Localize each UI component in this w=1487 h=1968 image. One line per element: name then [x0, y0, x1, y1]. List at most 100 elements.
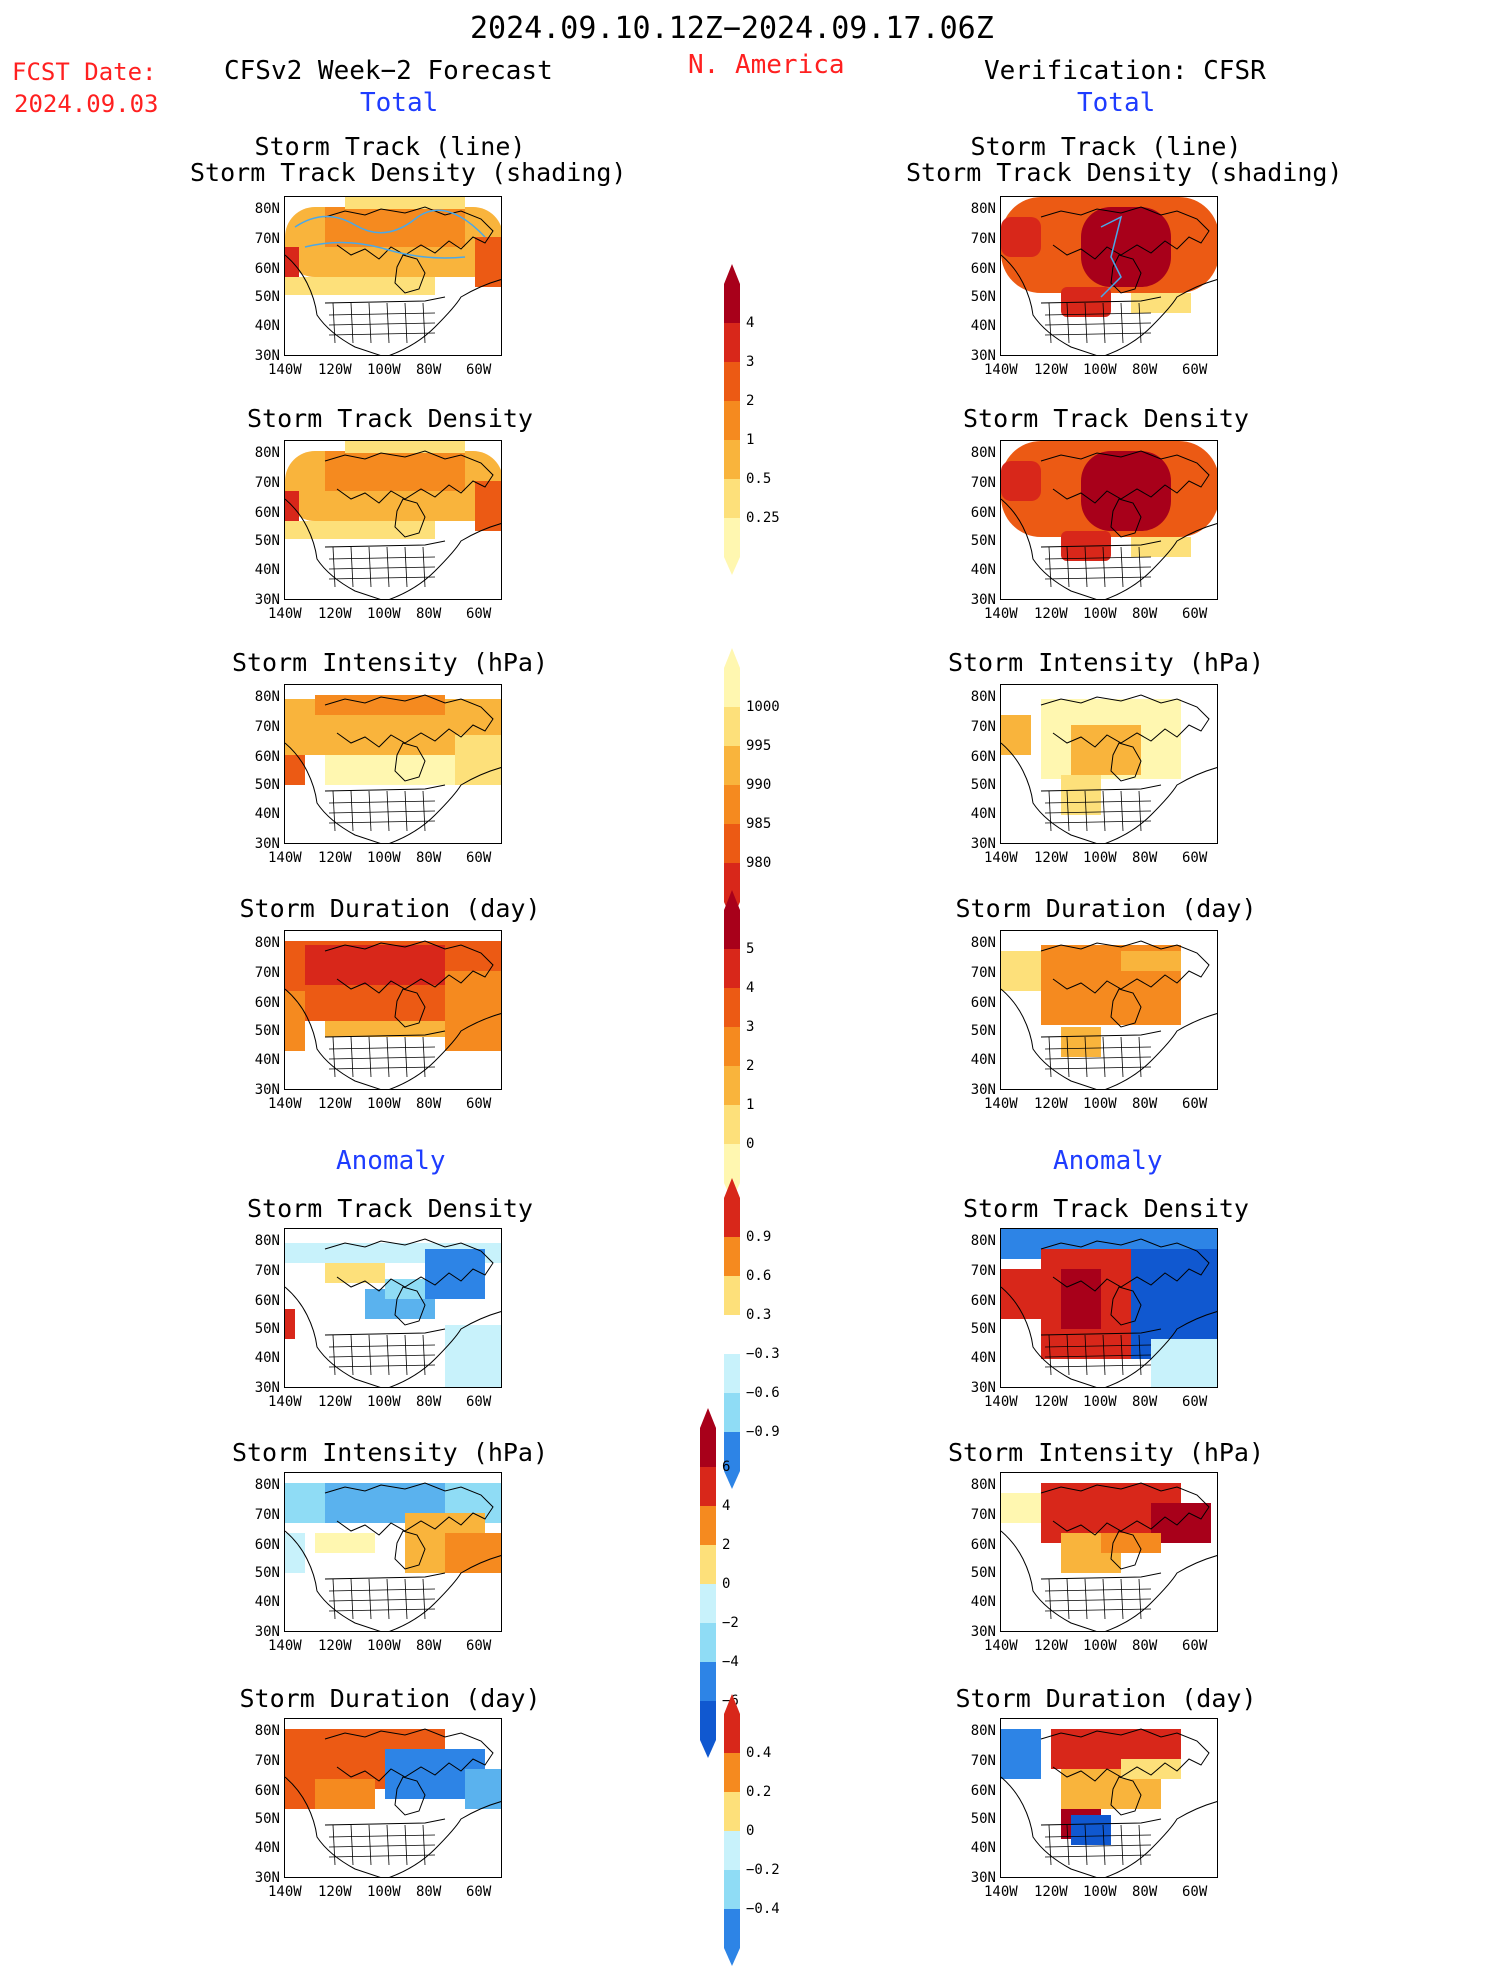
lat-tick-label: 60N — [254, 749, 280, 765]
lat-tick-label: 50N — [970, 1811, 996, 1827]
lon-tick-label: 140W — [984, 1884, 1018, 1900]
state-line — [1044, 1066, 1152, 1070]
lat-tick-label: 80N — [254, 1477, 280, 1493]
coastline — [1105, 767, 1217, 843]
shading-cell — [475, 237, 501, 287]
shading-cell — [315, 1533, 375, 1553]
state-line — [1066, 790, 1070, 832]
coastline — [285, 498, 381, 599]
state-line — [1048, 1036, 1052, 1078]
lon-tick-label: 140W — [268, 1096, 302, 1112]
state-line — [368, 1036, 372, 1078]
colorbar-swatch — [724, 479, 740, 518]
state-line — [328, 1844, 436, 1848]
shading-cell — [1081, 451, 1171, 531]
lat-tick-label: 40N — [970, 1052, 996, 1068]
state-line — [328, 1834, 436, 1838]
shading-cell — [285, 755, 305, 785]
state-line — [1102, 1824, 1106, 1866]
state-line — [1120, 1036, 1124, 1078]
state-line — [404, 1824, 408, 1866]
lat-tick-label: 70N — [254, 1263, 280, 1279]
colorbar-swatch — [724, 910, 740, 949]
state-line — [1066, 302, 1070, 344]
hudson-bay — [1110, 742, 1142, 782]
state-line — [1044, 1598, 1152, 1602]
fc-title-anom-intensity: Storm Intensity (hPa) — [231, 1438, 549, 1467]
colorbar-swatch — [724, 1198, 740, 1237]
arctic-islands — [1040, 940, 1210, 994]
state-line — [386, 1334, 390, 1376]
hudson-bay — [394, 1530, 426, 1570]
colorbar-label: 1000 — [746, 699, 780, 715]
state-line — [1044, 1844, 1152, 1848]
fc-title-anom-density: Storm Track Density — [247, 1194, 533, 1223]
hudson-bay — [1110, 254, 1142, 294]
lon-tick-label: 120W — [318, 362, 352, 378]
colorbar-swatch — [724, 785, 740, 824]
lon-tick-label: 120W — [318, 1096, 352, 1112]
lon-tick-label: 100W — [367, 1638, 401, 1654]
colorbar-label: −0.4 — [746, 1901, 780, 1917]
map-panel: 80N 70N 60N 50N 40N 30N 140W 120W 100W 80W 60W — [971, 1472, 1270, 1654]
coastline — [285, 254, 381, 355]
arctic-islands — [324, 206, 494, 260]
state-line — [1066, 1334, 1070, 1376]
state-line — [1120, 790, 1124, 832]
map-svg — [285, 1482, 501, 1631]
colorbar-svg — [724, 264, 740, 575]
colorbar-swatch — [724, 1315, 740, 1354]
colorbar-label: 990 — [746, 777, 772, 793]
state-line — [328, 1066, 436, 1070]
border-line — [1040, 1818, 1162, 1826]
state-line — [1044, 576, 1152, 580]
map-frame — [1000, 440, 1218, 600]
coastline — [1001, 254, 1097, 355]
shading-cell — [1001, 1729, 1041, 1779]
arctic-islands — [324, 450, 494, 504]
state-line — [328, 556, 436, 560]
border-line — [1040, 784, 1162, 792]
coastline — [285, 1286, 381, 1387]
state-line — [1044, 1354, 1152, 1358]
lon-tick-label: 60W — [466, 1638, 492, 1654]
lat-tick-label: 30N — [970, 592, 996, 608]
colorbar-label: 2 — [722, 1537, 731, 1553]
state-line — [386, 546, 390, 588]
shading-cell — [1001, 461, 1041, 501]
vf-title-intensity: Storm Intensity (hPa) — [947, 648, 1265, 677]
border-line — [324, 1818, 446, 1826]
lat-tick-label: 50N — [970, 533, 996, 549]
lon-tick-label: 140W — [268, 1884, 302, 1900]
state-line — [404, 790, 408, 832]
state-line — [332, 546, 336, 588]
lat-tick-label: 40N — [970, 562, 996, 578]
state-line — [1120, 1334, 1124, 1376]
arctic-islands — [324, 694, 494, 748]
colorbar-arrow — [700, 1740, 716, 1758]
hudson-bay — [1110, 1776, 1142, 1816]
lon-tick-label: 100W — [367, 1884, 401, 1900]
lat-tick-label: 70N — [254, 1507, 280, 1523]
lat-tick-label: 80N — [970, 445, 996, 461]
border-line — [324, 540, 446, 548]
lat-tick-label: 70N — [970, 231, 996, 247]
verification-column-title: Verification: CFSR — [984, 56, 1266, 86]
hudson-bay — [394, 498, 426, 538]
lon-tick-label: 140W — [268, 606, 302, 622]
colorbar-label: 5 — [746, 941, 755, 957]
lat-tick-label: 40N — [970, 1840, 996, 1856]
map-frame — [284, 440, 502, 600]
lat-tick-label: 30N — [970, 1624, 996, 1640]
fcst-date-value: 2024.09.03 — [14, 90, 159, 118]
map-panel: 80N 70N 60N 50N 40N 30N 140W 120W 100W 80W 60W — [971, 684, 1270, 866]
colorbar-arrow — [724, 1471, 740, 1489]
colorbar-label: 4 — [746, 980, 755, 996]
lat-tick-label: 50N — [970, 777, 996, 793]
hudson-bay — [1110, 1530, 1142, 1570]
lat-tick-label: 40N — [970, 806, 996, 822]
state-line — [404, 1578, 408, 1620]
map-panel: 80N 70N 60N 50N 40N 30N 140W 120W 100W 80W 60W — [255, 1472, 554, 1654]
colorbar-svg — [700, 1408, 716, 1758]
colorbar-label: 0.5 — [746, 471, 772, 487]
